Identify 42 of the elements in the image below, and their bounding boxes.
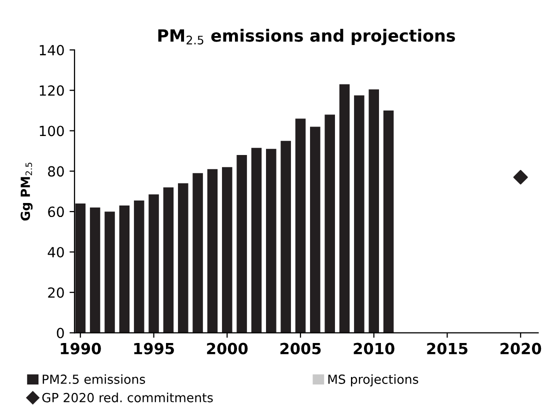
y-tick-label: 100: [40, 126, 64, 136]
y-tick-label: 120: [40, 85, 64, 96]
x-tick-label: 1995: [134, 342, 174, 354]
bar: [148, 194, 159, 333]
y-axis-title: Gg PM$_{2.5}$: [20, 162, 33, 221]
bar: [163, 187, 174, 333]
bar: [222, 167, 232, 333]
bar: [339, 84, 350, 333]
x-tick-label: 1990: [60, 342, 101, 354]
bar: [383, 110, 394, 333]
bar: [354, 95, 364, 333]
y-tick-label: 60: [48, 206, 64, 218]
legend-label: PM2.5 emissions: [42, 374, 146, 384]
legend-label: GP 2020 red. commitments: [42, 392, 213, 402]
y-tick-label: 40: [48, 246, 64, 258]
bar: [178, 183, 188, 333]
y-tick-label: 140: [40, 44, 64, 56]
x-tick-label: 2020: [500, 342, 542, 354]
x-tick-label: 2010: [354, 342, 394, 354]
bar: [207, 169, 218, 333]
bar: [310, 126, 320, 333]
bar: [236, 154, 247, 333]
bar: [90, 208, 100, 333]
bar: [119, 206, 130, 333]
x-tick-label: 2005: [280, 342, 321, 354]
bar: [251, 148, 262, 333]
x-tick-label: 2015: [427, 342, 468, 354]
legend-label: MS projections: [328, 374, 418, 386]
x-tick-label: 2000: [207, 342, 248, 354]
bar: [134, 200, 144, 333]
y-tick-label: 20: [48, 287, 64, 298]
y-tick-label: 80: [48, 166, 64, 177]
bar: [280, 140, 291, 333]
chart-title: PM$_{2.5}$ emissions and projections: [158, 28, 455, 46]
bar: [295, 118, 306, 333]
bar: [324, 114, 335, 333]
bar: [104, 212, 115, 333]
bar: [368, 89, 379, 333]
bar: [75, 203, 86, 333]
y-tick-label: 0: [56, 328, 64, 338]
bar: [192, 173, 203, 333]
bar: [266, 148, 276, 333]
